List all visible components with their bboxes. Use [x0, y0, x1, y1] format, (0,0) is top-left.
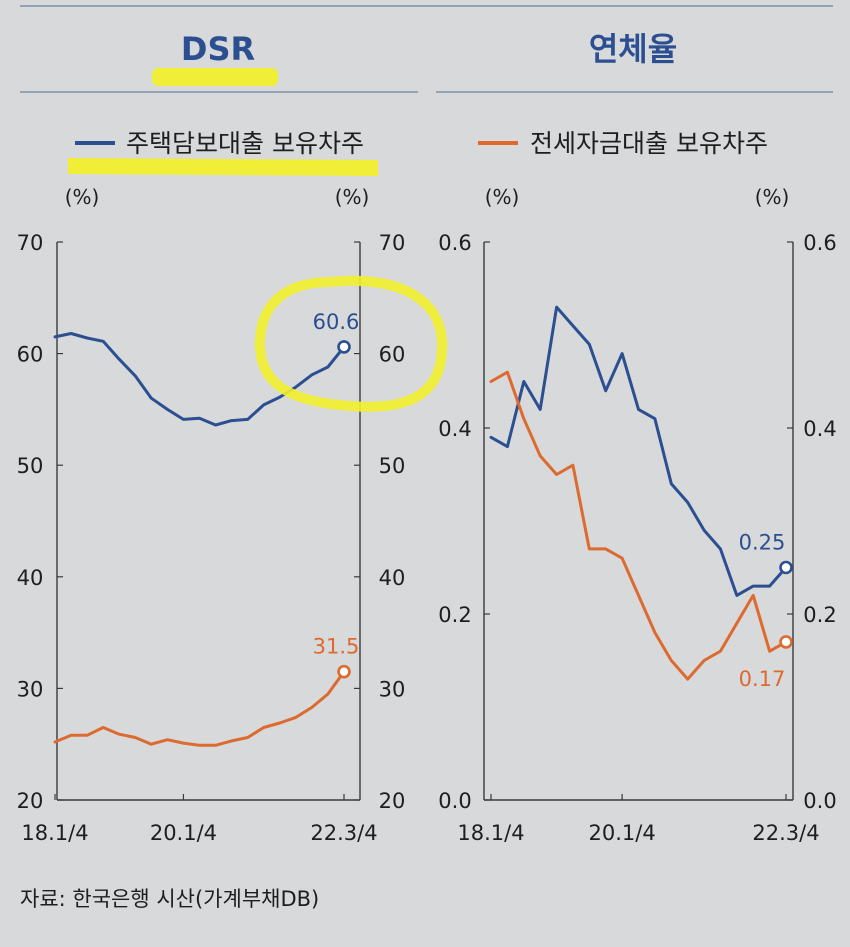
annotation-highlight-circle: [254, 275, 448, 412]
y-tick-label-right: 30: [379, 677, 406, 701]
left-chart-left-unit: (%): [65, 185, 100, 209]
y-tick-label-left: 40: [17, 566, 44, 590]
source-note: 자료: 한국은행 시산(가계부채DB): [20, 887, 319, 911]
y-tick-label-left: 0.4: [438, 417, 471, 441]
series-end-marker: [337, 340, 351, 354]
y-tick-label-left: 20: [17, 789, 44, 813]
y-tick-label-right: 50: [379, 454, 406, 478]
y-tick-label-left: 0.6: [438, 231, 471, 255]
y-tick-label-right: 20: [379, 789, 406, 813]
series-line: [489, 305, 788, 597]
left-panel-title: DSR: [181, 30, 255, 68]
x-tick-label: 22.3/4: [310, 821, 377, 845]
y-tick-label-left: 60: [17, 343, 44, 367]
y-tick-label-left: 70: [17, 231, 44, 255]
y-tick-label-left: 30: [17, 677, 44, 701]
delinquency-chart: 0.0 0.0 0.2 0.2 0.4 0.4 0.6 0.6 18.1/4 20.1/4 22.3…: [438, 231, 836, 845]
right-panel-title: 연체율: [589, 30, 677, 68]
y-tick-label-right: 40: [379, 566, 406, 590]
y-tick-label-left: 0.2: [438, 603, 471, 627]
y-tick-label-right: 0.0: [803, 789, 836, 813]
y-tick-label-right: 60: [379, 343, 406, 367]
left-chart-right-unit: (%): [335, 185, 370, 209]
x-tick-label: 20.1/4: [150, 821, 217, 845]
y-tick-label-right: 0.4: [803, 417, 836, 441]
legend-label-jeonse: 전세자금대출 보유차주: [530, 129, 768, 158]
legend-label-mortgage: 주택담보대출 보유차주: [126, 129, 364, 158]
series-line: [489, 370, 788, 681]
y-tick-label-right: 70: [379, 231, 406, 255]
legend-highlight: [68, 158, 378, 176]
series-end-marker: [779, 635, 793, 649]
series-end-label: 60.6: [313, 310, 360, 334]
x-tick-label: 22.3/4: [752, 821, 819, 845]
y-tick-label-left: 50: [17, 454, 44, 478]
y-tick-label-right: 0.2: [803, 603, 836, 627]
dsr-title-highlight: [152, 68, 278, 86]
series-end-marker: [337, 664, 351, 679]
series-end-label: 31.5: [313, 635, 360, 659]
dsr-chart: 20 20 30 30 40 40 50 50 60 60 70 70 18.1/4 20.1/4 22.3…: [17, 231, 406, 845]
series-line: [53, 332, 346, 427]
x-tick-label: 20.1/4: [589, 821, 656, 845]
series-line: [53, 670, 346, 747]
right-chart-right-unit: (%): [755, 185, 790, 209]
series-end-label: 0.25: [739, 531, 786, 555]
series-end-label: 0.17: [739, 667, 786, 691]
y-tick-label-right: 0.6: [803, 231, 836, 255]
right-chart-left-unit: (%): [485, 185, 520, 209]
x-tick-label: 18.1/4: [21, 821, 88, 845]
series-end-marker: [779, 560, 793, 575]
x-tick-label: 18.1/4: [457, 821, 524, 845]
y-tick-label-left: 0.0: [438, 789, 471, 813]
